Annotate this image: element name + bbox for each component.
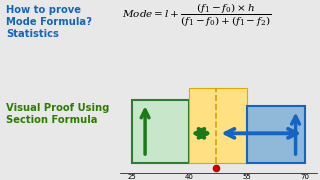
Bar: [132, 100, 189, 163]
Bar: [247, 107, 305, 163]
Text: Visual Proof Using
Section Formula: Visual Proof Using Section Formula: [6, 103, 110, 125]
Text: How to prove
Mode Formula?
Statistics: How to prove Mode Formula? Statistics: [6, 5, 92, 39]
Bar: [189, 88, 247, 163]
Text: $\mathit{Mode} = l + \dfrac{(f_1 - f_0) \times h}{(f_1 - f_0) + (f_1 - f_2)}$: $\mathit{Mode} = l + \dfrac{(f_1 - f_0) …: [122, 2, 271, 29]
